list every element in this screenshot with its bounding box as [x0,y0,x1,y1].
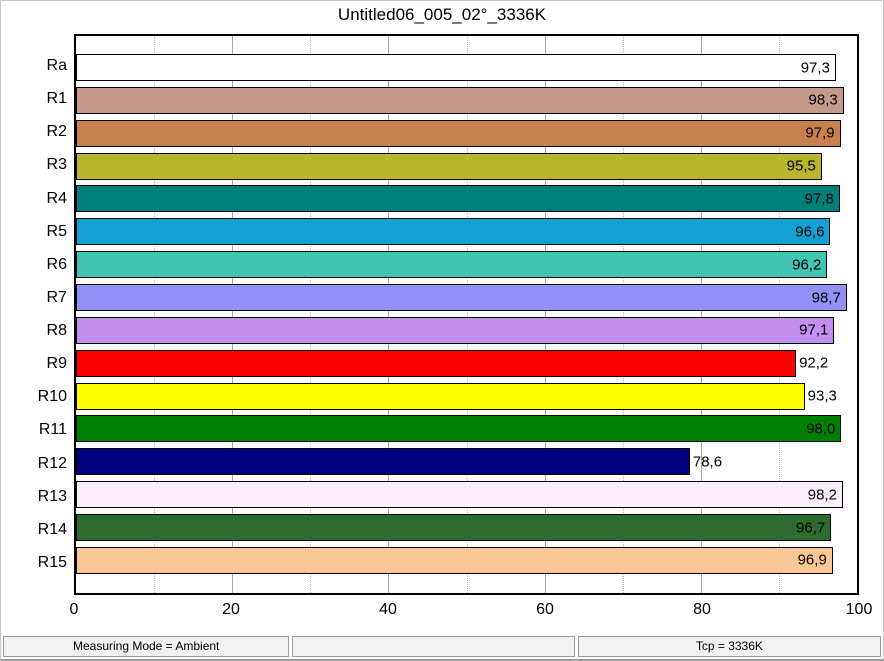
status-empty-segment [292,636,575,657]
gridline-40 [388,36,390,593]
bar-value-R10: 93,3 [807,387,837,405]
bar-R7 [76,284,847,312]
bar-row-R6: 96,2 [76,251,857,279]
x-tick-label-40: 40 [379,601,397,618]
bar-row-Ra: 97,3 [76,54,857,81]
bar-row-R7: 98,7 [76,284,857,312]
bar-row-R12: 78,6 [76,448,857,476]
bar-R12 [76,448,690,476]
gridline-50 [466,36,468,593]
gridline-70 [622,36,624,593]
bar-row-R15: 96,9 [76,546,857,574]
bar-value-R3: 95,5 [786,157,816,175]
bar-value-R12: 78,6 [692,453,723,471]
gridline-60 [544,36,546,593]
bar-value-R9: 92,2 [799,354,829,372]
bar-value-R14: 96,7 [796,519,826,537]
bar-value-R5: 96,6 [795,223,825,241]
bar-R14 [76,514,832,542]
y-axis-label-R2: R2 [46,123,67,141]
x-tick-label-100: 100 [845,601,873,618]
bar-R9 [76,349,797,377]
bar-value-R13: 98,2 [807,486,837,504]
bar-row-R9: 92,2 [76,349,857,377]
y-axis-label-R14: R14 [37,520,67,538]
y-axis-label-R10: R10 [37,388,67,406]
bar-R4 [76,185,840,213]
status-measuring-mode: Measuring Mode = Ambient [3,636,290,657]
bar-R2 [76,119,841,147]
gridline-20 [232,36,234,593]
y-axis-label-R7: R7 [46,288,67,306]
bar-value-Ra: 97,3 [800,59,830,76]
y-axis-label-R5: R5 [46,222,67,240]
y-axis-label-R8: R8 [46,322,67,339]
x-tick-label-80: 80 [693,601,711,618]
gridline-90 [778,36,780,593]
bar-row-R2: 97,9 [76,119,857,147]
bar-R15 [76,546,833,574]
bar-value-R1: 98,3 [808,91,838,109]
y-axis-label-R11: R11 [38,421,67,439]
y-axis-label-R15: R15 [37,553,67,571]
bar-R6 [76,251,828,279]
y-axis-label-R12: R12 [37,454,67,472]
x-tick-label-0: 0 [69,601,79,618]
bar-row-R5: 96,6 [76,218,857,246]
status-bar: Measuring Mode = Ambient Tcp = 3336K [1,636,883,657]
bar-row-R13: 98,2 [76,481,857,509]
y-axis-labels: Ra R1 R2 R3 R4 R5 R6 R7 R8 R9 R10 R11 R12 R13 R14 R15 [1,34,67,595]
gridline-30 [310,36,312,593]
bar-row-R11: 98,0 [76,415,857,443]
bar-R5 [76,218,831,246]
bar-row-R1: 98,3 [76,86,857,114]
bar-R8 [76,316,835,344]
bar-R1 [76,86,844,114]
y-axis-label-R6: R6 [46,255,67,273]
status-tcp: Tcp = 3336K [577,636,881,657]
bar-row-R14: 96,7 [76,514,857,542]
bar-Ra [76,54,836,81]
y-axis-label-Ra: Ra [46,57,67,74]
bar-rows: 97,3 98,3 97,9 95,5 97,8 96,6 96,2 98,7 97,1 92,2… [76,36,857,593]
bar-R13 [76,481,843,509]
bar-value-R4: 97,8 [804,190,834,208]
bar-value-R8: 97,1 [799,321,829,339]
bar-value-R2: 97,9 [805,124,835,142]
bar-R3 [76,152,822,180]
y-axis-label-R13: R13 [37,487,67,505]
bar-row-R8: 97,1 [76,316,857,344]
bar-value-R6: 96,2 [792,256,822,274]
bar-row-R10: 93,3 [76,382,857,410]
bar-value-R15: 96,9 [797,551,827,569]
bar-R10 [76,382,805,410]
gridline-80 [700,36,702,593]
x-axis-labels: 0 20 40 60 80 100 [70,599,873,621]
y-axis-label-R9: R9 [46,355,67,373]
plot-area: 97,3 98,3 97,9 95,5 97,8 96,6 96,2 98,7 97,1 92,2… [74,34,859,595]
y-axis-label-R3: R3 [46,156,67,174]
x-tick-label-20: 20 [222,601,240,618]
bar-row-R4: 97,8 [76,185,857,213]
chart-title: Untitled06_005_02°_3336K [337,5,547,24]
x-tick-label-60: 60 [536,601,554,618]
bar-value-R11: 98,0 [806,420,836,438]
bar-value-R7: 98,7 [811,289,841,307]
y-axis-label-R1: R1 [46,90,67,108]
gridline-10 [154,36,156,593]
bar-row-R3: 95,5 [76,152,857,180]
bar-R11 [76,415,842,443]
y-axis-label-R4: R4 [46,189,67,207]
